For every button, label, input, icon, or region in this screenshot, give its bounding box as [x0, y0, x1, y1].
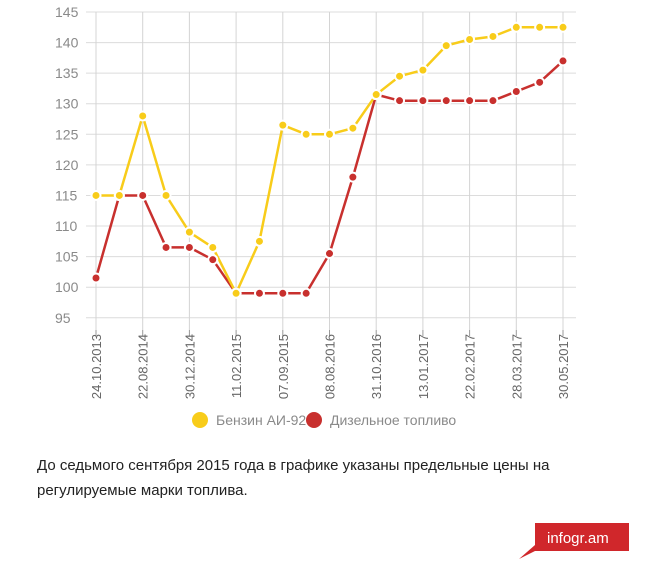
chart-caption: До седьмого сентября 2015 года в графике… — [37, 457, 550, 499]
data-point-petrol[interactable] — [534, 21, 546, 33]
y-tick-label: 110 — [55, 218, 78, 234]
y-tick-label: 135 — [55, 65, 79, 81]
y-tick-label: 120 — [55, 157, 79, 173]
y-tick-label: 140 — [55, 35, 79, 51]
data-point-diesel[interactable] — [464, 95, 476, 107]
data-point-diesel[interactable] — [90, 272, 102, 284]
data-point-diesel[interactable] — [394, 95, 406, 107]
x-tick-label: 30.05.2017 — [556, 334, 571, 399]
data-point-petrol[interactable] — [347, 122, 359, 134]
data-point-diesel[interactable] — [347, 171, 359, 183]
y-tick-label: 100 — [55, 279, 79, 295]
x-tick-label: 31.10.2016 — [369, 334, 384, 399]
y-tick-label: 115 — [55, 187, 78, 203]
data-point-diesel[interactable] — [277, 287, 289, 299]
data-point-diesel[interactable] — [253, 287, 265, 299]
brand-label: infogr.am — [547, 530, 609, 547]
series-points — [90, 21, 569, 299]
y-axis-ticks: 95 100 105 110 115 120 125 130 135 140 145 — [55, 4, 79, 326]
legend-item-petrol[interactable]: Бензин АИ-92 — [192, 412, 306, 428]
data-point-petrol[interactable] — [300, 128, 312, 140]
data-point-petrol[interactable] — [394, 70, 406, 82]
data-point-diesel[interactable] — [487, 95, 499, 107]
legend-item-diesel[interactable]: Дизельное топливо — [306, 412, 456, 428]
data-point-petrol[interactable] — [510, 21, 522, 33]
data-point-petrol[interactable] — [230, 287, 242, 299]
legend-marker-petrol — [192, 412, 208, 428]
legend-marker-diesel — [306, 412, 322, 428]
data-point-diesel[interactable] — [183, 241, 195, 253]
data-point-petrol[interactable] — [207, 241, 219, 253]
data-point-diesel[interactable] — [440, 95, 452, 107]
x-tick-label: 22.02.2017 — [463, 334, 478, 399]
line-chart: 95 100 105 110 115 120 125 130 135 140 145 24.10.2… — [55, 4, 576, 428]
data-point-diesel[interactable] — [557, 55, 569, 67]
x-tick-label: 30.12.2014 — [182, 334, 197, 399]
data-point-petrol[interactable] — [183, 226, 195, 238]
x-tick-label: 07.09.2015 — [276, 334, 291, 399]
data-point-petrol[interactable] — [370, 89, 382, 101]
data-point-petrol[interactable] — [277, 119, 289, 131]
y-tick-label: 105 — [55, 249, 79, 265]
data-point-petrol[interactable] — [90, 189, 102, 201]
x-tick-label: 13.01.2017 — [416, 334, 431, 399]
data-point-petrol[interactable] — [160, 189, 172, 201]
x-tick-label: 24.10.2013 — [89, 334, 104, 399]
data-point-petrol[interactable] — [324, 128, 335, 140]
data-point-diesel[interactable] — [510, 86, 522, 97]
data-point-diesel[interactable] — [137, 189, 149, 201]
brand-badge-shape — [519, 523, 629, 559]
data-point-diesel[interactable] — [207, 254, 219, 266]
grid-lines — [86, 11, 576, 336]
x-tick-label: 22.08.2014 — [136, 334, 151, 399]
data-point-petrol[interactable] — [113, 189, 125, 201]
infogram-logo-badge[interactable] — [519, 523, 629, 559]
data-point-petrol[interactable] — [464, 34, 476, 46]
y-tick-label: 130 — [55, 96, 79, 112]
data-point-petrol[interactable] — [253, 235, 265, 247]
legend-label-diesel: Дизельное топливо — [330, 412, 456, 428]
data-point-diesel[interactable] — [160, 241, 172, 253]
data-point-petrol[interactable] — [137, 110, 149, 122]
data-point-diesel[interactable] — [417, 95, 429, 107]
y-tick-label: 145 — [55, 4, 79, 20]
data-point-diesel[interactable] — [534, 76, 546, 88]
data-point-petrol[interactable] — [417, 64, 429, 76]
y-tick-label: 125 — [55, 126, 79, 142]
data-point-petrol[interactable] — [557, 21, 569, 33]
data-point-petrol[interactable] — [487, 30, 499, 42]
x-tick-label: 11.02.2015 — [229, 334, 244, 398]
data-point-petrol[interactable] — [440, 40, 452, 52]
x-tick-label: 28.03.2017 — [509, 334, 524, 399]
y-tick-label: 95 — [55, 310, 71, 326]
legend-label-petrol: Бензин АИ-92 — [216, 412, 306, 428]
data-point-diesel[interactable] — [300, 287, 312, 299]
x-tick-label: 08.08.2016 — [323, 334, 338, 399]
data-point-diesel[interactable] — [324, 248, 335, 260]
legend: Бензин АИ-92 Дизельное топливо — [192, 412, 456, 428]
x-axis-ticks: 24.10.2013 22.08.2014 30.12.2014 11.02.2015… — [89, 334, 571, 399]
